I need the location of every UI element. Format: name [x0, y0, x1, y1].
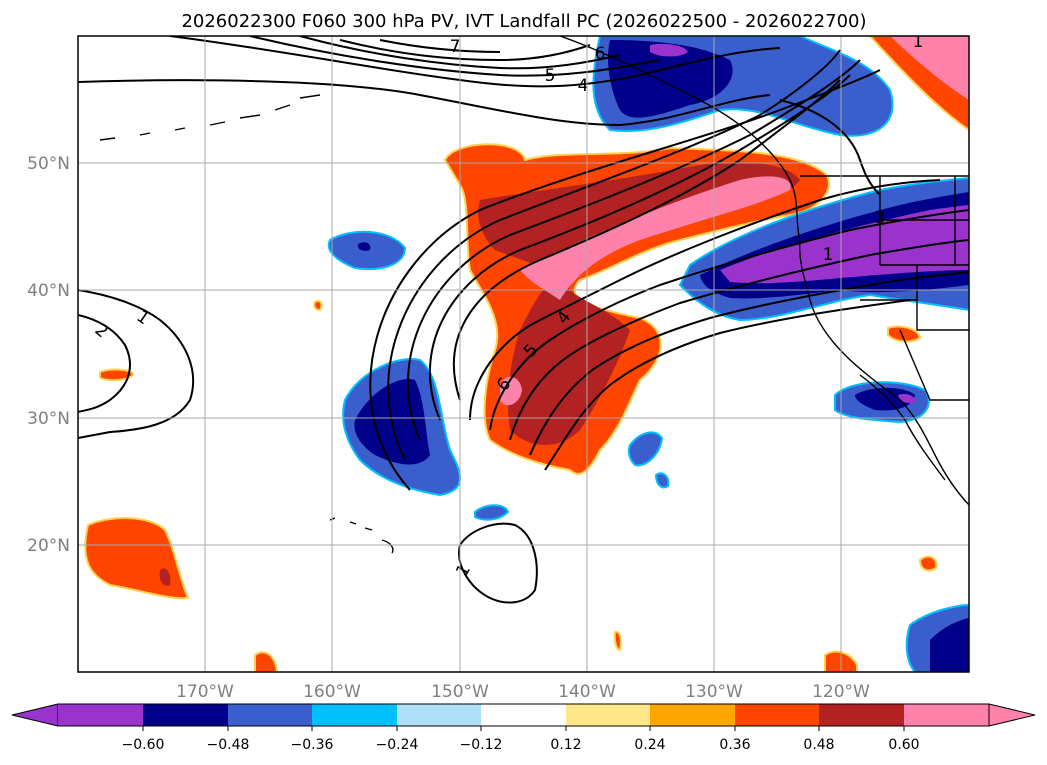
colorbar-tick-label: 0.24: [634, 737, 665, 753]
colorbar-tick-label: 0.36: [719, 737, 750, 753]
colorbar-segment: [397, 704, 481, 726]
lon-tick-label: 150°W: [431, 682, 489, 702]
lat-tick-label: 20°N: [27, 536, 70, 556]
colorbar-tick-label: −0.24: [376, 737, 419, 753]
colorbar-segment: [735, 704, 819, 726]
colorbar-segment: [228, 704, 312, 726]
colorbar-arrow-left: [12, 704, 58, 726]
colorbar-segment: [904, 704, 989, 726]
contour-label: 3: [875, 208, 886, 228]
lon-tick-label: 130°W: [685, 682, 743, 702]
colorbar-tick-label: −0.60: [122, 737, 165, 753]
positive-spot-6: [920, 557, 936, 571]
contour-label: 1: [823, 245, 834, 265]
lon-tick-label: 160°W: [303, 682, 361, 702]
colorbar-segment: [58, 704, 143, 726]
map-panel: 1 2 1 4 5 6 1 3 4 5 6 7 1: [78, 32, 969, 672]
colorbar-segment: [650, 704, 735, 726]
lon-tick-label: 140°W: [558, 682, 616, 702]
lon-tick-labels: 170°W 160°W 150°W 140°W 130°W 120°W: [176, 682, 870, 702]
map-title: 2026022300 F060 300 hPa PV, IVT Landfall…: [181, 11, 866, 32]
lat-tick-labels: 50°N 40°N 30°N 20°N: [27, 154, 70, 556]
lat-tick-label: 50°N: [27, 154, 70, 174]
lon-tick-label: 170°W: [176, 682, 234, 702]
colorbar-arrow-right: [989, 704, 1035, 726]
contour-label: 1: [913, 32, 924, 52]
colorbar-segment: [566, 704, 650, 726]
lon-tick-label: 120°W: [812, 682, 870, 702]
colorbar-tick-label: 0.12: [550, 737, 581, 753]
colorbar-segment: [481, 704, 566, 726]
contour-label: 7: [450, 37, 461, 57]
positive-spot-2: [314, 301, 321, 310]
colorbar-segment: [312, 704, 397, 726]
colorbar-segment: [143, 704, 228, 726]
colorbar-tick-label: −0.48: [207, 737, 250, 753]
colorbar-tick-label: −0.36: [291, 737, 334, 753]
contour-label: 5: [545, 66, 556, 86]
colorbar-ticks: [143, 726, 904, 731]
colorbar-tick-label: 0.48: [803, 737, 834, 753]
colorbar: −0.60 −0.48 −0.36 −0.24 −0.12 0.12 0.24 …: [12, 704, 1035, 753]
contour-label: 6: [595, 44, 606, 64]
colorbar-tick-label: 0.60: [888, 737, 919, 753]
colorbar-tick-label: −0.12: [460, 737, 503, 753]
lat-tick-label: 30°N: [27, 409, 70, 429]
lat-tick-label: 40°N: [27, 281, 70, 301]
colorbar-segment: [819, 704, 904, 726]
